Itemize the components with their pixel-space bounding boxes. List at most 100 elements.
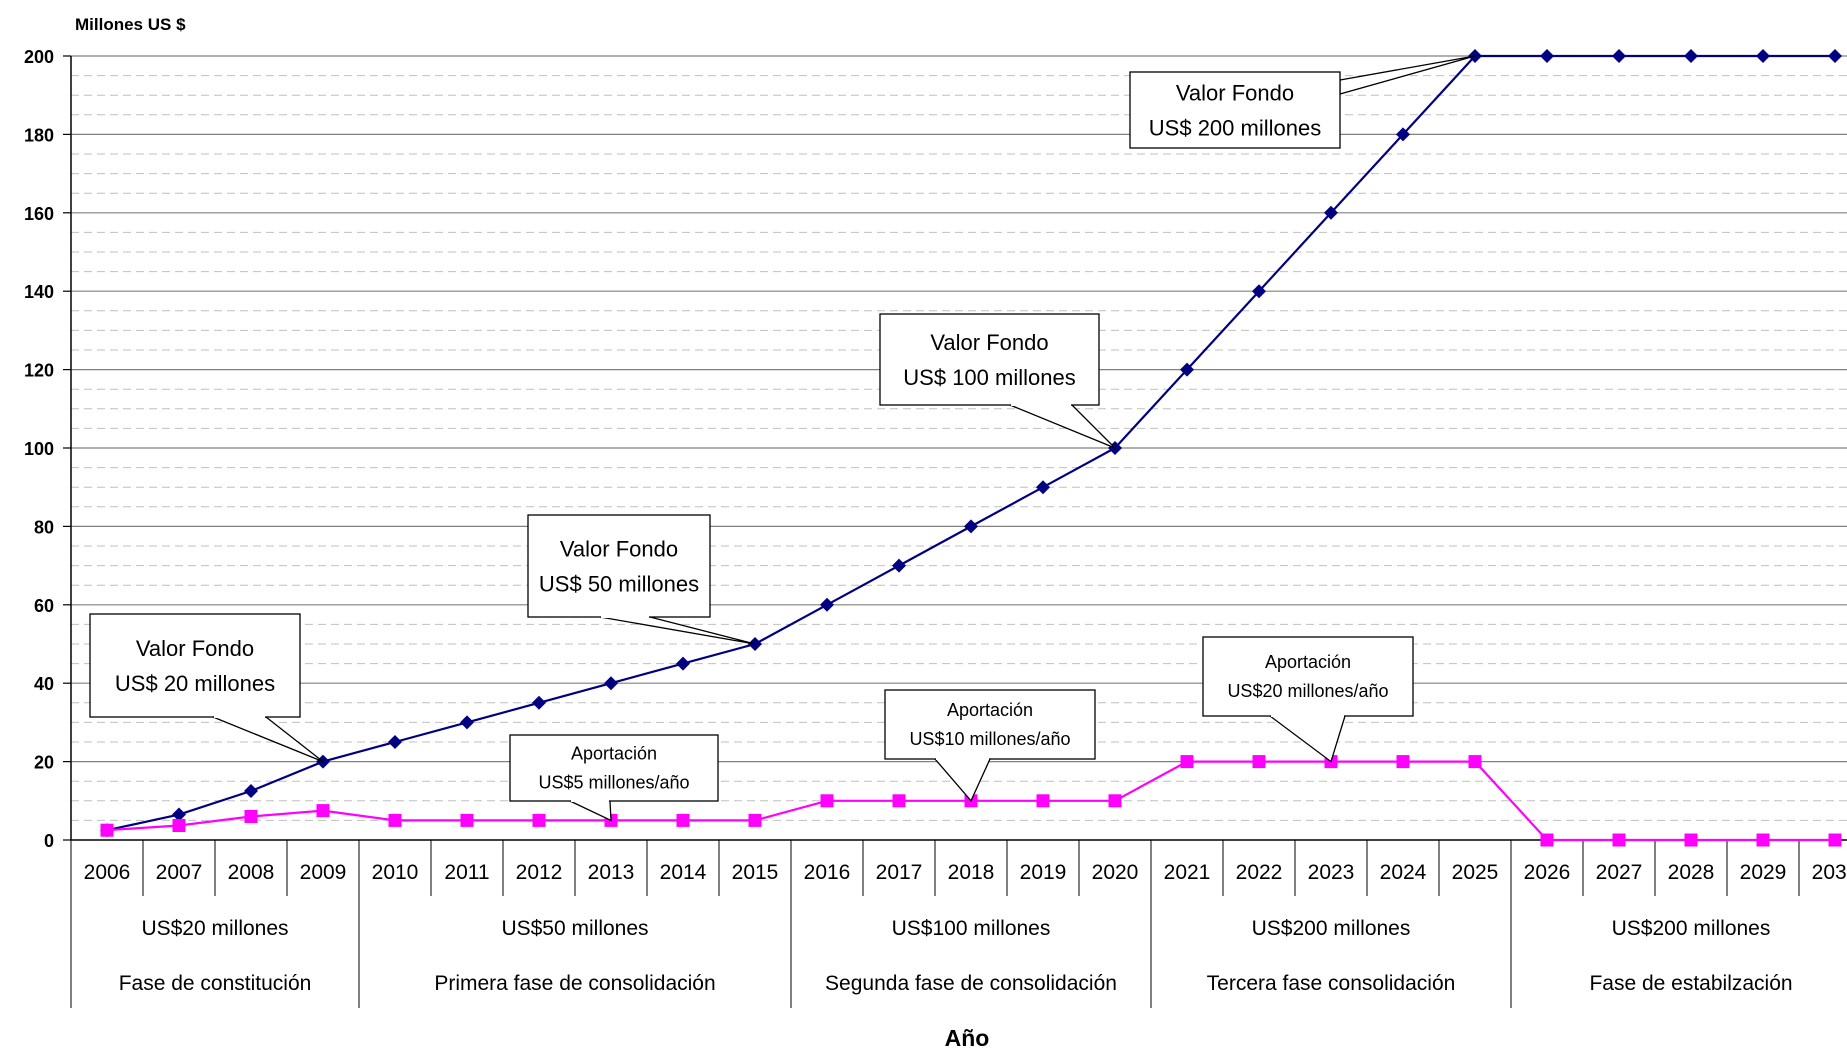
callout: Aportación US$10 millones/año <box>884 689 1096 802</box>
callout: Valor Fondo US$ 200 millones <box>1129 55 1476 149</box>
x-tick-label: 2011 <box>444 861 489 884</box>
callout-pointer <box>212 716 324 763</box>
callout-title: Aportación <box>1265 652 1351 672</box>
y-tick-label: 200 <box>24 47 54 67</box>
x-tick-label: 2027 <box>1596 861 1643 884</box>
contribution-point <box>316 804 330 818</box>
group-fund-label: US$200 millones <box>1252 917 1411 940</box>
y-tick-label: 120 <box>24 361 54 381</box>
group-fund-label: US$100 millones <box>892 917 1051 940</box>
callout-box <box>879 313 1100 406</box>
group-phase-label: Segunda fase de consolidación <box>825 972 1117 995</box>
contribution-point <box>532 813 546 827</box>
y-tick-label: 20 <box>34 753 54 773</box>
contribution-point <box>388 813 402 827</box>
fund-value-point <box>172 807 186 822</box>
callout-value: US$ 50 millones <box>539 572 699 597</box>
callout-box <box>509 734 719 802</box>
fund-value-point <box>1828 49 1842 63</box>
y-tick-label: 80 <box>34 517 54 537</box>
fund-value-point <box>1756 49 1770 63</box>
callout-value: US$ 100 millones <box>903 365 1075 390</box>
x-axis-label: Año <box>945 1025 990 1051</box>
y-tick-label: 40 <box>34 674 54 694</box>
fund-value-point <box>1180 362 1194 377</box>
callout-pointer <box>569 800 612 822</box>
fund-value-point <box>1684 49 1698 63</box>
y-tick-label: 0 <box>44 831 54 851</box>
callout-title: Valor Fondo <box>560 537 678 562</box>
group-phase-label: Primera fase de consolidación <box>434 972 715 995</box>
contribution-point <box>1396 755 1410 769</box>
callout-title: Valor Fondo <box>136 636 254 661</box>
callout-pointer <box>933 758 992 802</box>
callout: Valor Fondo US$ 20 millones <box>89 613 324 763</box>
x-tick-label: 2028 <box>1668 861 1715 884</box>
y-tick-label: 180 <box>24 125 54 145</box>
callout: Aportación US$20 millones/año <box>1202 636 1414 763</box>
contribution-point <box>1684 833 1698 847</box>
callout-box <box>1202 636 1414 717</box>
callout-value: US$ 200 millones <box>1149 116 1321 141</box>
fund-value-point <box>1324 205 1338 220</box>
callouts: Valor Fondo US$ 20 millones Valor Fondo US$… <box>89 55 1476 822</box>
callout-pointer <box>1339 55 1476 95</box>
callout-value: US$10 millones/año <box>909 729 1070 749</box>
callout-pointer <box>1009 404 1116 449</box>
x-tick-label: 2012 <box>516 861 563 884</box>
x-tick-label: 2022 <box>1236 861 1283 884</box>
x-tick-label: 2029 <box>1740 861 1787 884</box>
fund-value-point <box>1396 127 1410 142</box>
x-tick-label: 2017 <box>876 861 923 884</box>
x-axis-ticks: 2006 2007 2008 2009 2010 2011 2012 2013 2014 2015… <box>70 840 1847 896</box>
contribution-point <box>1756 833 1770 847</box>
x-tick-label: 2019 <box>1020 861 1067 884</box>
fund-value-point <box>388 735 402 749</box>
y-axis-label: Millones US $ <box>75 15 186 34</box>
group-phase-label: Fase de estabilzación <box>1589 972 1792 995</box>
x-tick-label: 2007 <box>156 861 203 884</box>
x-tick-label: 2023 <box>1308 861 1355 884</box>
fund-value-point <box>1612 49 1626 63</box>
x-tick-label: 2006 <box>84 861 131 884</box>
callout-title: Aportación <box>571 744 657 764</box>
y-axis-ticks: 0 20 40 60 80 100 120 140 160 180 200 <box>24 47 71 851</box>
fund-value-point <box>460 715 474 730</box>
x-tick-label: 2014 <box>660 861 707 884</box>
y-tick-label: 140 <box>24 282 54 302</box>
callout-box <box>527 514 711 618</box>
fund-value-point <box>1252 284 1266 299</box>
callout-pointer <box>1268 715 1346 763</box>
contribution-point <box>1540 833 1554 847</box>
callout: Valor Fondo US$ 50 millones <box>527 514 756 645</box>
contribution-point <box>892 794 906 808</box>
callout-title: Aportación <box>947 700 1033 720</box>
fund-value-point <box>1540 49 1554 63</box>
fund-value-point <box>820 597 834 612</box>
callout-value: US$5 millones/año <box>538 773 689 793</box>
callout-box <box>884 689 1096 760</box>
fund-value-point <box>244 784 258 798</box>
x-tick-label: 2018 <box>948 861 995 884</box>
x-tick-label: 2024 <box>1380 861 1427 884</box>
fund-value-point <box>1036 480 1050 495</box>
contribution-point <box>748 813 762 827</box>
x-tick-label: 2013 <box>588 861 635 884</box>
data-series <box>100 49 1842 847</box>
callout-title: Valor Fondo <box>1176 81 1294 106</box>
x-tick-label: 2010 <box>372 861 419 884</box>
x-tick-label: 2008 <box>228 861 275 884</box>
group-fund-label: US$50 millones <box>501 917 648 940</box>
x-tick-label: 2016 <box>804 861 851 884</box>
contribution-point <box>1612 833 1626 847</box>
y-tick-label: 60 <box>34 596 54 616</box>
contribution-point <box>676 813 690 827</box>
x-tick-label: 2030 <box>1812 861 1847 884</box>
callout-box <box>1129 71 1341 149</box>
callout-value: US$20 millones/año <box>1227 681 1388 701</box>
group-phase-label: Fase de constitución <box>119 972 312 995</box>
y-tick-label: 100 <box>24 439 54 459</box>
callout: Valor Fondo US$ 100 millones <box>879 313 1116 449</box>
x-tick-label: 2025 <box>1452 861 1499 884</box>
